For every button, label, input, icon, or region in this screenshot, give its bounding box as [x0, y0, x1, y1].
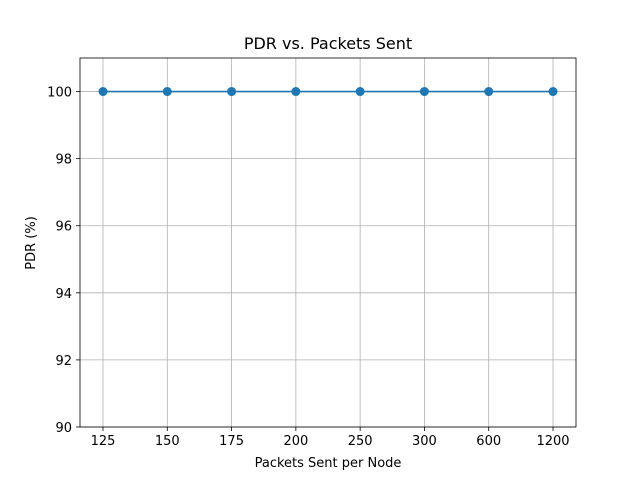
- y-tick-label: 98: [55, 153, 72, 168]
- chart-title: PDR vs. Packets Sent: [244, 34, 412, 53]
- data-point: [162, 87, 172, 97]
- x-tick-label: 1200: [536, 434, 569, 449]
- x-tick-label: 250: [348, 434, 373, 449]
- y-tick-label: 96: [55, 220, 72, 235]
- y-tick-label: 90: [55, 421, 72, 436]
- data-point: [355, 87, 365, 97]
- x-tick-label: 175: [219, 434, 244, 449]
- data-point: [548, 87, 558, 97]
- y-tick-label: 92: [55, 354, 72, 369]
- x-tick-label: 600: [476, 434, 501, 449]
- x-tick-label: 300: [412, 434, 437, 449]
- plot-area-frame: [79, 57, 577, 428]
- data-point: [419, 87, 429, 97]
- x-tick-label: 125: [91, 434, 116, 449]
- data-point: [98, 87, 108, 97]
- data-point: [227, 87, 237, 97]
- x-tick-label: 150: [155, 434, 180, 449]
- y-tick-label: 100: [47, 86, 72, 101]
- y-tick-label: 94: [55, 287, 72, 302]
- x-tick-label: 200: [283, 434, 308, 449]
- data-point: [291, 87, 301, 97]
- y-axis-label: PDR (%): [24, 216, 39, 270]
- data-point: [484, 87, 494, 97]
- x-axis-label: Packets Sent per Node: [255, 456, 402, 471]
- axis-ticks: 125 150 175 200 250 300 600 1200 90 92 94 96 98 100: [47, 86, 569, 449]
- series-layer: [98, 87, 558, 97]
